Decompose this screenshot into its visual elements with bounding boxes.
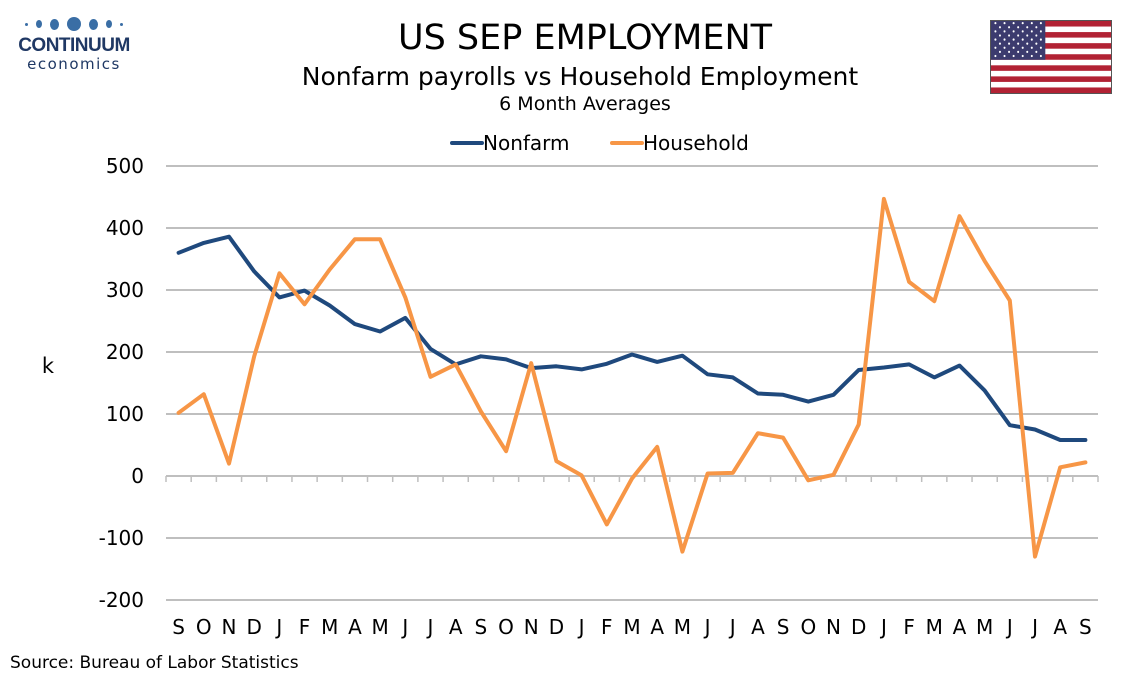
chart-subtitle-secondary: 6 Month Averages <box>499 93 671 115</box>
chart-subtitle: Nonfarm payrolls vs Household Employment <box>301 62 859 91</box>
y-tick-label: 100 <box>106 402 144 426</box>
x-tick-label: D <box>851 615 866 639</box>
x-tick-label: A <box>348 615 362 639</box>
y-tick-label: 500 <box>106 154 144 178</box>
us-flag-icon <box>990 20 1112 94</box>
y-tick-label: 0 <box>131 464 144 488</box>
y-axis-label: k <box>42 354 55 378</box>
x-tick-label: S <box>777 615 790 639</box>
chart-title: US SEP EMPLOYMENT <box>397 18 773 58</box>
y-tick-label: 200 <box>106 340 144 364</box>
x-tick-label: F <box>601 615 613 639</box>
x-tick-label: J <box>703 615 711 639</box>
x-tick-label: S <box>172 615 185 639</box>
x-tick-label: J <box>577 615 585 639</box>
legend-label-household: Household <box>643 131 749 155</box>
x-tick-label: J <box>1005 615 1013 639</box>
x-tick-label: J <box>274 615 282 639</box>
continuum-logo: CONTINUUM economics <box>14 14 134 72</box>
x-tick-label: A <box>650 615 664 639</box>
x-tick-label: S <box>1079 615 1092 639</box>
source-note: Source: Bureau of Labor Statistics <box>10 653 299 673</box>
legend-label-nonfarm: Nonfarm <box>483 131 570 155</box>
logo-dots <box>14 14 134 34</box>
x-tick-label: A <box>751 615 765 639</box>
series-line-nonfarm <box>176 234 1088 442</box>
logo-subtitle: economics <box>27 55 121 73</box>
x-tick-label: F <box>903 615 915 639</box>
x-tick-label: O <box>196 615 212 639</box>
x-tick-label: M <box>321 615 338 639</box>
x-tick-label: O <box>498 615 514 639</box>
x-tick-label: S <box>475 615 488 639</box>
x-tick-label: A <box>1053 615 1067 639</box>
x-tick-label: J <box>879 615 887 639</box>
x-tick-label: D <box>246 615 261 639</box>
series-line-household <box>176 196 1088 559</box>
x-tick-label: A <box>449 615 463 639</box>
x-tick-label: F <box>299 615 311 639</box>
y-tick-label: -200 <box>99 588 144 612</box>
x-tick-label: M <box>674 615 691 639</box>
x-tick-label: M <box>926 615 943 639</box>
x-tick-label: J <box>728 615 736 639</box>
x-tick-label: D <box>549 615 564 639</box>
x-tick-label: A <box>953 615 967 639</box>
x-tick-label: J <box>426 615 434 639</box>
y-tick-label: -100 <box>99 526 144 550</box>
x-tick-label: J <box>400 615 408 639</box>
logo-name: CONTINUUM <box>18 35 130 56</box>
y-tick-label: 400 <box>106 216 144 240</box>
x-tick-label: N <box>524 615 539 639</box>
x-tick-label: O <box>800 615 816 639</box>
x-tick-label: J <box>1030 615 1038 639</box>
x-tick-label: N <box>826 615 841 639</box>
y-tick-label: 300 <box>106 278 144 302</box>
x-tick-label: M <box>371 615 388 639</box>
x-tick-label: M <box>623 615 640 639</box>
x-tick-label: M <box>976 615 993 639</box>
x-tick-label: N <box>221 615 236 639</box>
